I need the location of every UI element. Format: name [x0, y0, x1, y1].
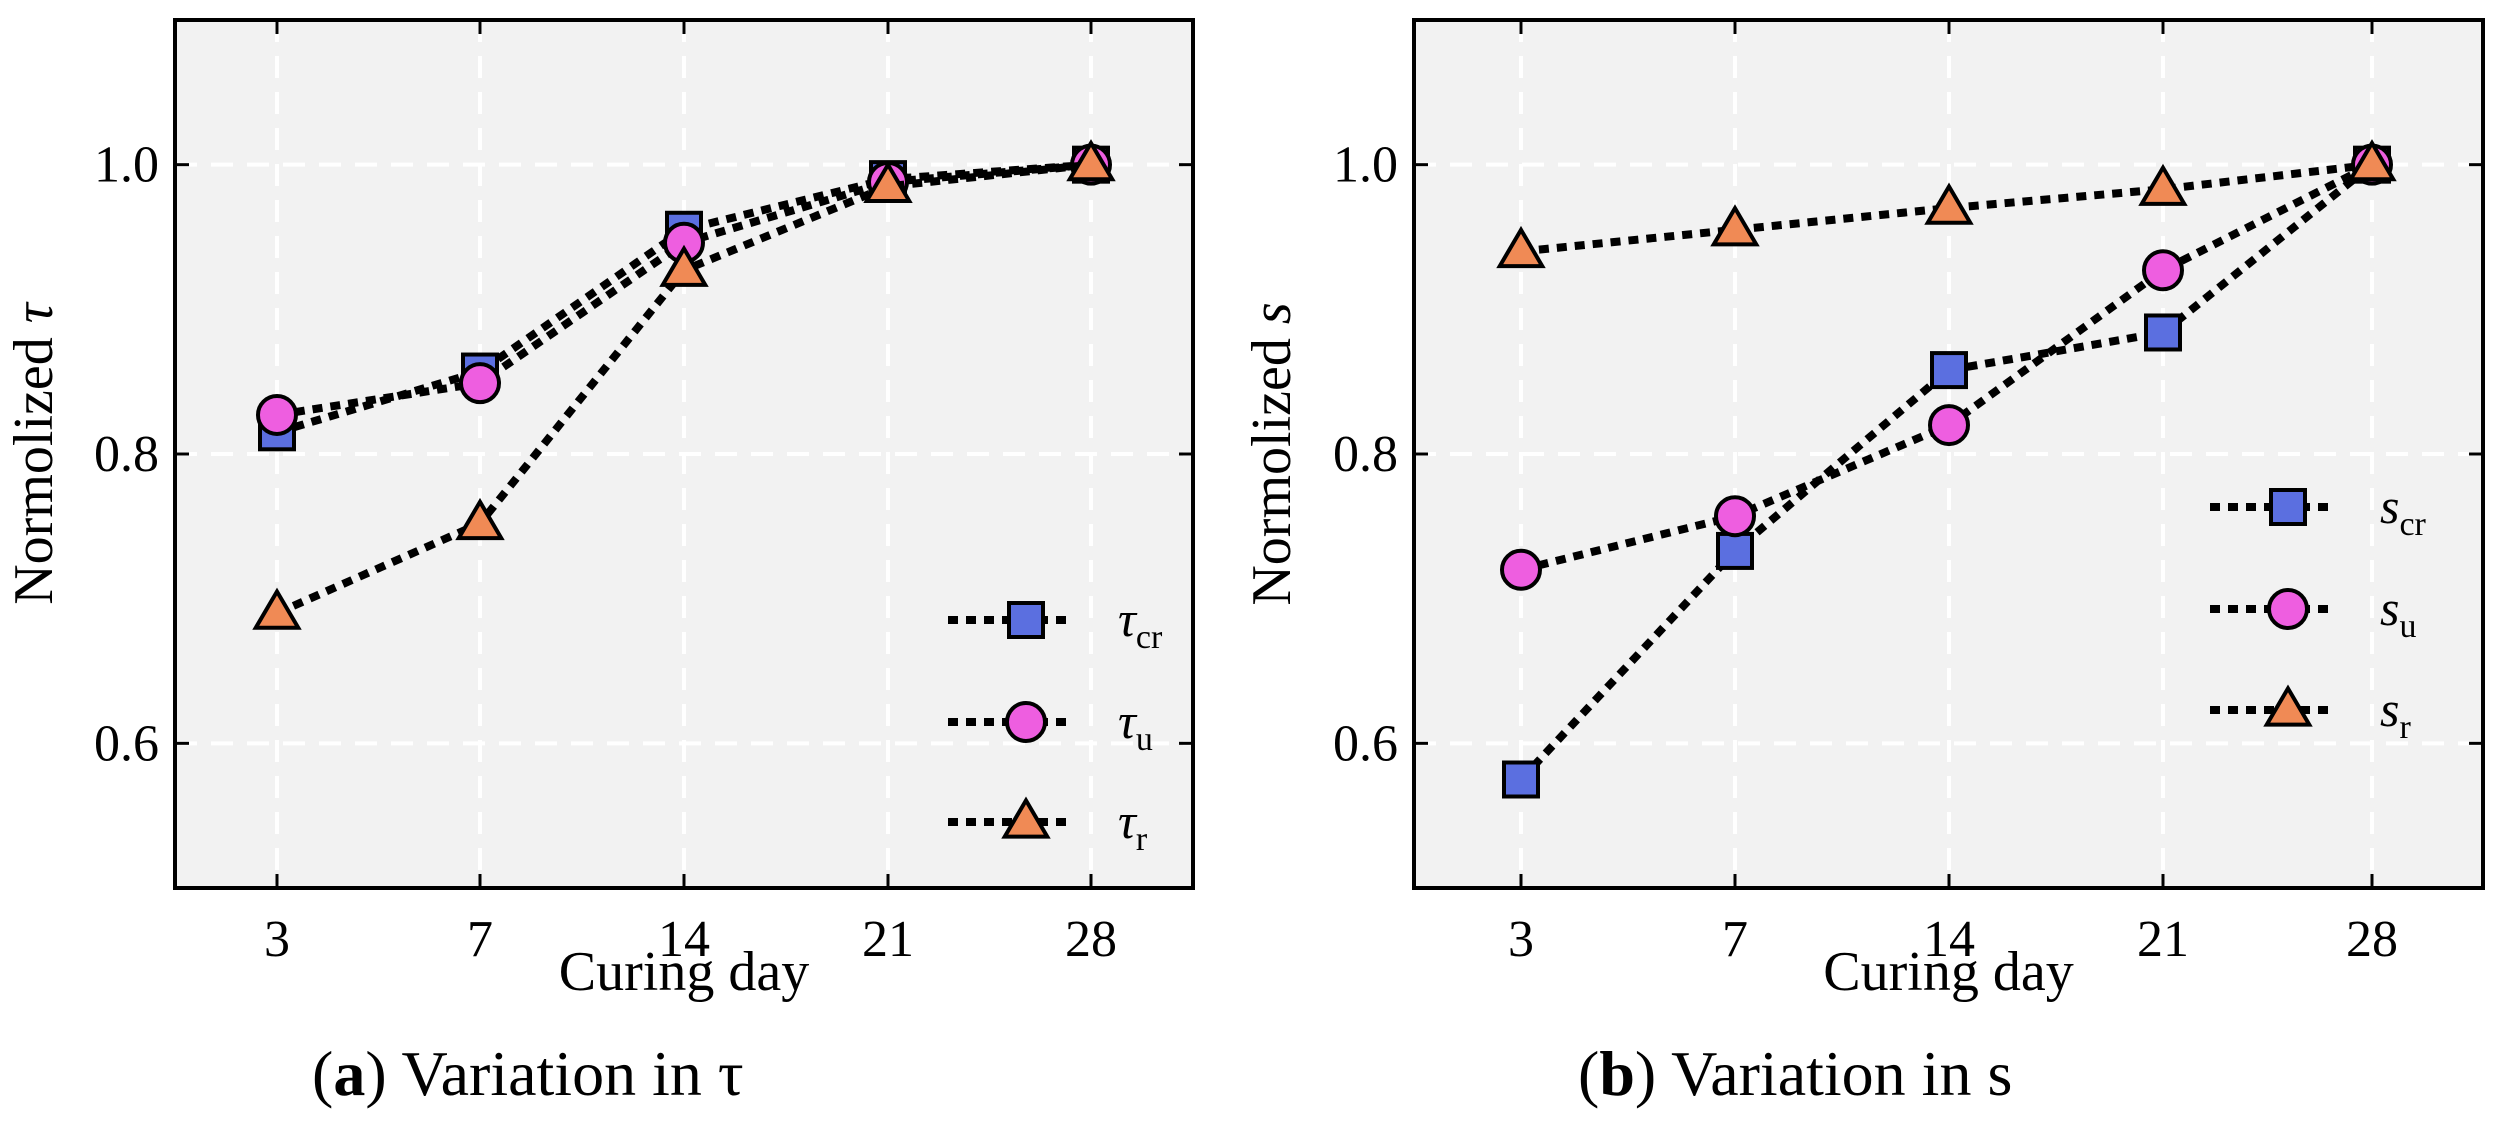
data-point-triangle: [659, 244, 709, 287]
legend-subscript: u: [2399, 608, 2416, 645]
x-tick-label: 28: [1065, 911, 1117, 968]
x-axis-title: Curing day: [559, 941, 809, 1003]
series-triangle: [252, 139, 1116, 630]
legend-symbol: τ: [1118, 591, 1138, 647]
data-point-triangle: [863, 160, 913, 204]
square-marker-icon: [2269, 488, 2307, 526]
legend-label: τr: [1118, 793, 1148, 858]
legend-subscript: u: [1136, 721, 1153, 758]
legend-item-circle: τu: [948, 693, 1153, 758]
series-triangle: [1496, 139, 2397, 269]
data-point-triangle: [1924, 182, 1974, 225]
caption-letter: b: [1599, 1038, 1635, 1109]
x-tick-label: 3: [264, 911, 290, 968]
caption-open-paren: (: [312, 1038, 333, 1109]
legend-symbol: s: [2380, 478, 2399, 534]
square-marker-icon: [1007, 601, 1045, 639]
legend-item-square: τcr: [948, 591, 1163, 656]
data-point-circle: [1714, 495, 1756, 538]
y-axis-title: Normolized s: [1241, 302, 1303, 605]
legend-subscript: r: [1136, 821, 1148, 858]
y-tick-label: 1.0: [1333, 137, 1398, 194]
legend-subscript: cr: [2399, 506, 2426, 543]
data-point-triangle: [2138, 163, 2188, 206]
triangle-marker-icon: [1001, 796, 1051, 839]
caption-text: Variation in τ: [401, 1038, 743, 1109]
legend-item-square: scr: [2210, 478, 2427, 543]
x-tick-label: 14: [658, 911, 710, 968]
data-point-triangle: [252, 587, 302, 630]
legend-symbol: τ: [1118, 793, 1138, 849]
data-point-triangle: [1710, 204, 1760, 247]
x-tick-label: 7: [467, 911, 493, 968]
caption-letter: a: [333, 1038, 365, 1109]
x-tick-label: 14: [1923, 911, 1975, 968]
caption-open-paren: (: [1578, 1038, 1599, 1109]
y-axis-title-space: [3, 323, 65, 337]
legend-item-triangle: sr: [2210, 681, 2411, 746]
legend-item-circle: su: [2210, 580, 2416, 645]
caption-close-paren: ): [1635, 1038, 1671, 1109]
x-tick-label: 3: [1508, 911, 1534, 968]
legend-symbol: s: [2380, 681, 2399, 737]
data-point-circle: [256, 393, 298, 436]
y-axis-title: Normolized τ: [3, 301, 65, 604]
data-point-circle: [1928, 404, 1970, 447]
legend-label: scr: [2380, 478, 2427, 543]
data-point-square: [1716, 531, 1754, 570]
legend-label: sr: [2380, 681, 2411, 746]
data-point-square: [1502, 760, 1540, 799]
circle-marker-icon: [2267, 588, 2309, 630]
data-point-circle: [459, 362, 501, 405]
legend-label: τu: [1118, 693, 1153, 758]
panel-caption: (b) Variation in s: [1578, 1038, 2012, 1109]
triangle-marker-icon: [2263, 684, 2313, 727]
legend-subscript: r: [2399, 709, 2411, 746]
y-tick-label: 0.8: [94, 426, 159, 483]
x-tick-label: 21: [2137, 911, 2189, 968]
data-point-triangle: [1496, 225, 1546, 269]
legend-symbol: τ: [1118, 693, 1138, 749]
legend-item-triangle: τr: [948, 793, 1148, 858]
y-tick-label: 0.6: [94, 715, 159, 772]
y-tick-label: 0.8: [1333, 426, 1398, 483]
x-tick-label: 7: [1722, 911, 1748, 968]
x-tick-label: 21: [862, 911, 914, 968]
data-point-triangle: [1066, 139, 1116, 182]
y-axis-title-space: [1241, 324, 1303, 338]
y-axis-title-prefix: Normolized: [1241, 338, 1303, 605]
data-point-square: [1930, 351, 1968, 390]
legend-label: su: [2380, 580, 2416, 645]
data-point-circle: [1500, 548, 1542, 591]
y-tick-label: 0.6: [1333, 715, 1398, 772]
circle-marker-icon: [1005, 701, 1047, 743]
data-point-square: [2144, 313, 2182, 352]
x-axis-title: Curing day: [1823, 941, 2073, 1003]
data-point-triangle: [455, 497, 505, 541]
data-point-triangle: [2347, 139, 2397, 182]
x-tick-label: 28: [2346, 911, 2398, 968]
caption-text: Variation in s: [1671, 1038, 2012, 1109]
caption-close-paren: ): [365, 1038, 401, 1109]
y-axis-title-symbol: τ: [3, 301, 65, 323]
legend-subscript: cr: [1136, 619, 1163, 656]
legend-symbol: s: [2380, 580, 2399, 636]
panel-caption: (a) Variation in τ: [312, 1038, 744, 1109]
legend-label: τcr: [1118, 591, 1163, 656]
y-axis-title-symbol: s: [1241, 302, 1303, 324]
y-axis-title-prefix: Normolized: [3, 337, 65, 604]
series-line: [275, 160, 1092, 437]
data-point-circle: [2142, 249, 2184, 292]
y-tick-label: 1.0: [94, 137, 159, 194]
